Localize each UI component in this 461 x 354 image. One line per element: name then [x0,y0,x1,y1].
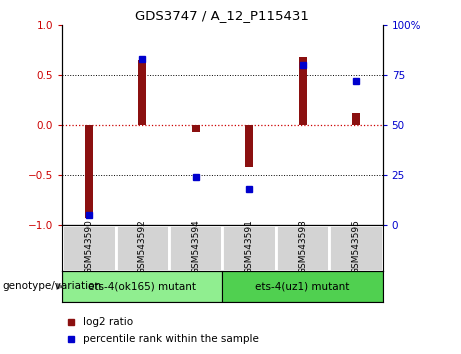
Bar [245,125,253,167]
Text: GSM543591: GSM543591 [245,219,254,274]
Bar [138,60,146,125]
Bar [85,125,93,218]
Text: ets-4(ok165) mutant: ets-4(ok165) mutant [89,281,196,291]
Bar [299,57,307,125]
Bar [169,225,222,271]
Bar [62,271,222,302]
Text: genotype/variation: genotype/variation [2,281,101,291]
Text: GSM543594: GSM543594 [191,219,200,274]
Text: GSM543595: GSM543595 [351,219,361,274]
Bar [62,225,116,271]
Text: log2 ratio: log2 ratio [83,317,133,327]
Title: GDS3747 / A_12_P115431: GDS3747 / A_12_P115431 [136,9,309,22]
Text: GSM543592: GSM543592 [138,219,147,274]
Bar [223,271,383,302]
Text: GSM543593: GSM543593 [298,219,307,274]
Text: ets-4(uz1) mutant: ets-4(uz1) mutant [255,281,350,291]
Bar [329,225,383,271]
Bar [276,225,329,271]
Bar [116,225,169,271]
Text: GSM543590: GSM543590 [84,219,94,274]
Text: percentile rank within the sample: percentile rank within the sample [83,334,259,344]
Bar [223,225,276,271]
Bar [352,113,360,125]
Bar [192,125,200,132]
